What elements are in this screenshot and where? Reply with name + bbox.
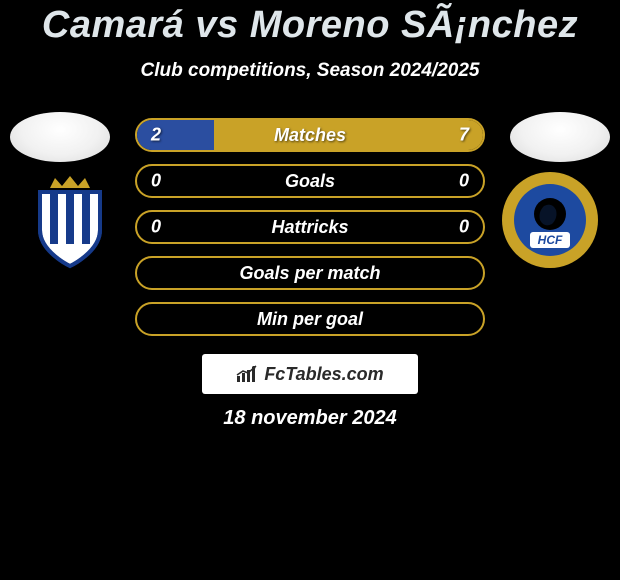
stat-row-hattricks: 0 0 Hattricks	[135, 210, 485, 244]
stat-bar-left	[137, 120, 214, 150]
stat-row-goals: 0 0 Goals	[135, 164, 485, 198]
stat-label: Goals	[285, 171, 335, 192]
stat-label: Matches	[274, 125, 346, 146]
page-title: Camará vs Moreno SÃ¡nchez	[0, 4, 620, 47]
context-subtitle: Club competitions, Season 2024/2025	[0, 60, 620, 82]
stat-bar-right	[214, 120, 483, 150]
player-2-name: Moreno SÃ¡nchez	[250, 4, 578, 46]
stat-value-right: 0	[459, 217, 469, 238]
stat-label: Min per goal	[257, 309, 363, 330]
roundel-crest-icon: HCF	[500, 170, 600, 270]
stat-value-left: 0	[151, 171, 161, 192]
stat-label: Hattricks	[271, 217, 348, 238]
svg-text:HCF: HCF	[538, 233, 563, 247]
stat-label: Goals per match	[239, 263, 380, 284]
stat-row-gpm: Goals per match	[135, 256, 485, 290]
stat-value-right: 7	[459, 125, 469, 146]
vs-label: vs	[195, 4, 238, 46]
stat-value-left: 0	[151, 217, 161, 238]
snapshot-date: 18 november 2024	[223, 407, 396, 430]
player-1-avatar	[10, 112, 110, 162]
watermark-text: FcTables.com	[264, 364, 383, 385]
player-1-name: Camará	[42, 4, 184, 46]
stat-row-matches: 2 7 Matches	[135, 118, 485, 152]
stat-value-left: 2	[151, 125, 161, 146]
stat-value-right: 0	[459, 171, 469, 192]
club-crest-left	[20, 170, 120, 270]
chart-up-icon	[236, 365, 258, 383]
club-crest-right: HCF	[500, 170, 600, 270]
stat-row-mpg: Min per goal	[135, 302, 485, 336]
source-watermark: FcTables.com	[202, 354, 418, 394]
shield-crest-icon	[20, 170, 120, 270]
comparison-stats: 2 7 Matches 0 0 Goals 0 0 Hattricks Goals per mat…	[135, 118, 485, 336]
player-2-avatar	[510, 112, 610, 162]
